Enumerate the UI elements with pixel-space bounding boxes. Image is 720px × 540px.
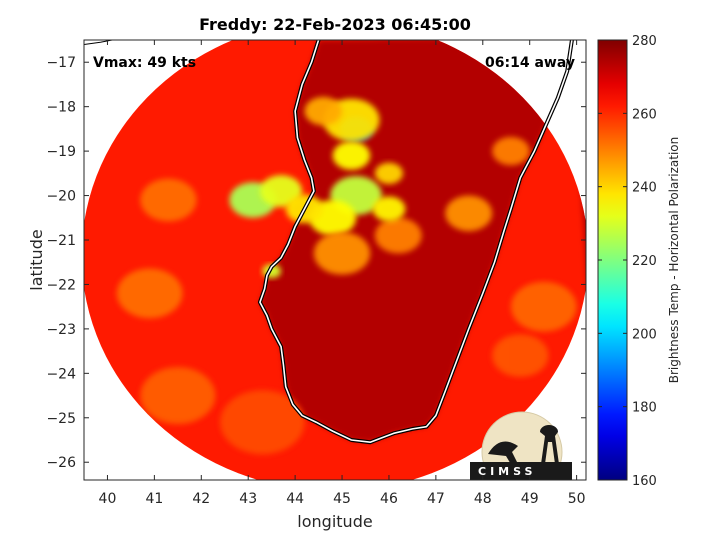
- vmax-annotation: Vmax: 49 kts: [93, 55, 196, 71]
- madagascar-coast: [259, 40, 573, 444]
- x-tick-label: 47: [427, 491, 445, 507]
- logo-text: CIMSS: [478, 465, 536, 478]
- y-tick-label: −25: [46, 411, 76, 427]
- y-tick-label: −26: [46, 455, 76, 471]
- x-tick-label: 44: [286, 491, 304, 507]
- colorbar-tick-label: 180: [632, 401, 657, 416]
- x-axis: 40 41 42 43 44 45 46 47 48 49 50: [99, 40, 586, 507]
- y-tick-label: −19: [46, 144, 76, 160]
- convection-cell: [220, 390, 305, 455]
- x-tick-label: 43: [239, 491, 257, 507]
- y-tick-label: −18: [46, 100, 76, 116]
- convection-cell: [313, 232, 371, 275]
- y-tick-label: −21: [46, 233, 76, 249]
- convection-cell: [140, 178, 197, 222]
- convection-cell: [372, 196, 406, 222]
- time-away-annotation: 06:14 away: [485, 55, 575, 71]
- microwave-swath: [84, 40, 586, 480]
- logo-band: [470, 462, 572, 480]
- x-tick-label: 48: [474, 491, 492, 507]
- convection-cell: [140, 367, 216, 424]
- colorbar-ticks: 160 180 200 220 240 260 280: [598, 34, 657, 489]
- colorbar-label: Brightness Temp - Horizontal Polarizatio…: [667, 137, 681, 384]
- cimss-logo: CIMSS: [470, 411, 572, 480]
- colorbar-tick-label: 200: [632, 327, 657, 342]
- y-tick-label: −20: [46, 189, 76, 205]
- coastline: [84, 40, 574, 445]
- x-tick-label: 46: [380, 491, 398, 507]
- x-tick-label: 45: [333, 491, 351, 507]
- x-tick-label: 41: [145, 491, 163, 507]
- x-tick-label: 50: [568, 491, 586, 507]
- logo-tower-icon: [540, 425, 559, 464]
- colorbar-tick-label: 240: [632, 181, 657, 196]
- y-tick-label: −23: [46, 322, 76, 338]
- plot-frame: [83, 39, 587, 481]
- x-tick-label: 42: [192, 491, 210, 507]
- y-tick-label: −24: [46, 366, 76, 382]
- colorbar-bar: [597, 39, 628, 481]
- y-axis-label: latitude: [27, 229, 46, 290]
- x-tick-label: 49: [521, 491, 539, 507]
- y-axis: −17 −18 −19 −20 −21 −22 −23 −24 −25 −26: [46, 55, 586, 471]
- x-tick-label: 40: [99, 491, 117, 507]
- colorbar-tick-label: 260: [632, 107, 657, 122]
- logo-dish-icon: [488, 441, 518, 466]
- swath-features: [116, 40, 586, 480]
- convection-cell: [332, 141, 371, 170]
- chart-title: Freddy: 22-Feb-2023 06:45:00: [199, 15, 471, 34]
- colorbar: 160 180 200 220 240 260 280: [597, 34, 657, 489]
- colorbar-tick-label: 220: [632, 254, 657, 269]
- mainland-coast: [84, 40, 113, 45]
- y-tick-label: −17: [46, 55, 76, 71]
- convection-cell: [510, 281, 577, 332]
- y-tick-label: −22: [46, 277, 76, 293]
- convection-cell: [492, 334, 549, 377]
- convection-cell: [374, 162, 404, 184]
- convection-cell: [374, 217, 422, 254]
- convection-cell: [304, 96, 343, 126]
- x-axis-label: longitude: [297, 512, 372, 531]
- colorbar-tick-label: 280: [632, 34, 657, 49]
- convection-cell: [116, 268, 183, 319]
- convection-cell: [445, 195, 493, 232]
- colorbar-tick-label: 160: [632, 474, 657, 489]
- plot-area: CIMSS Vmax: 49 kts 06:14 away: [84, 40, 586, 480]
- convection-cell: [492, 136, 530, 166]
